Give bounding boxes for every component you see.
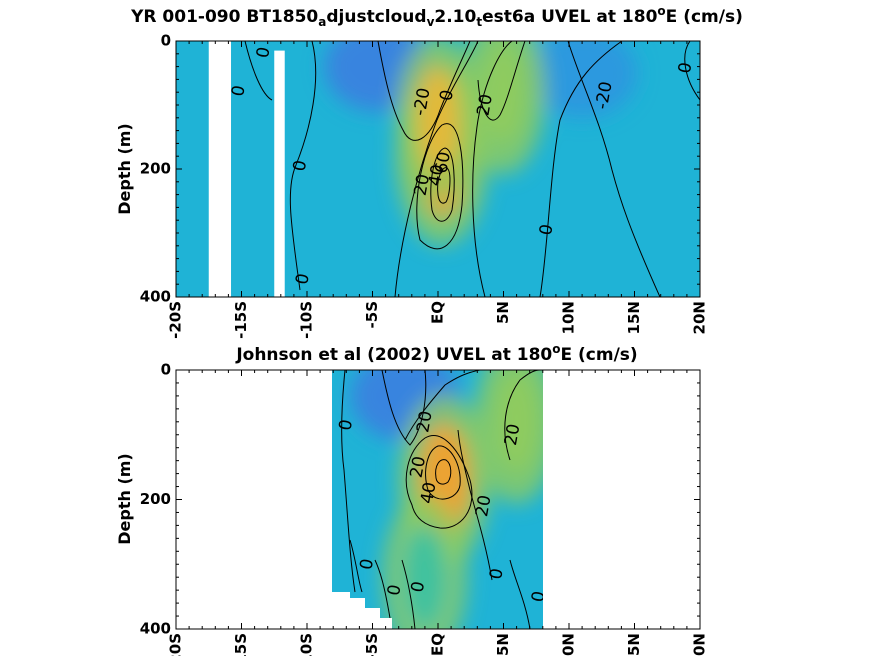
top-contour-label: 0 [290,159,312,173]
top-gap-1 [274,50,285,297]
bottom-ylabel: Depth (m) [115,453,134,545]
top-contour-label: 40 [425,163,448,188]
top-field [324,41,638,246]
top-y-tick-label: 0 [161,32,171,50]
top-x-tick-label: 5N [494,301,512,324]
bottom-x-tick-label: -5S [363,633,381,656]
bottom-contour-label: 0 [336,418,358,432]
top-x-tick-label: 10N [560,301,578,334]
bottom-x-tick-label: EQ [429,633,447,656]
top-panel: YR 001-090 BT1850adjustcloudv2.10test6a … [115,4,743,339]
bottom-contour-label: 0 [528,590,550,604]
top-contour-label: -20 [410,86,435,117]
top-x-tick-label: -5S [363,301,381,328]
top-contour-label: -20 [592,80,617,111]
bottom-x-tick-label: 5N [494,633,512,656]
top-y-tick-label: 200 [140,160,171,178]
bottom-contour-label: 0 [486,567,508,581]
bottom-panel: Johnson et al (2002) UVEL at 180oE (cm/s… [115,342,709,656]
bottom-contour-label: 0 [356,557,378,571]
top-contour-label: 0 [292,272,314,286]
bottom-y-tick-label: 200 [140,490,171,508]
top-x-tick-label: -20S [167,301,185,339]
bottom-field [350,370,543,629]
top-x-tick-label: 20N [691,301,709,334]
top-y-tick-label: 400 [140,288,171,306]
bottom-x-tick-label: 15N [625,633,643,656]
top-contour-label: 20 [473,93,496,118]
top-contour-label: 60 [432,150,455,175]
bottom-contour-label: 0 [384,583,406,597]
top-x-tick-label: -10S [298,301,316,339]
top-ylabel: Depth (m) [115,123,134,215]
top-contour-label: 0 [436,88,458,102]
top-x-tick-label: EQ [429,301,447,324]
bottom-contour-label: 40 [417,481,440,506]
top-core-1 [481,41,526,145]
bottom-core-1 [494,370,539,474]
top-contour-label: 20 [411,173,434,198]
bottom-contour-label: 20 [472,494,495,519]
top-x-tick-label: -15S [232,301,250,339]
bottom-x-tick-label: -10S [298,633,316,656]
top-x-tick-label: 15N [625,301,643,334]
bottom-contour-label: 20 [407,455,430,480]
top-missing-data [208,41,285,297]
bottom-x-tick-label: -15S [232,633,250,656]
bottom-x-tick-label: -20S [167,633,185,656]
bottom-y-tick-label: 0 [161,361,171,379]
top-contour-label: 0 [675,61,697,75]
top-contour-lines [244,41,700,297]
top-gap-0 [208,41,232,297]
bottom-x-tick-label: 20N [691,633,709,656]
bottom-contour-lines [341,370,541,629]
top-contour-label: 0 [536,223,558,237]
top-panel-title: YR 001-090 BT1850adjustcloudv2.10test6a … [130,4,743,29]
top-contour-label: 0 [253,45,275,59]
bottom-contour-label: 20 [501,422,524,447]
bottom-contour-label: 20 [413,409,436,434]
top-contour-label: 0 [228,84,250,98]
bottom-x-tick-label: 10N [560,633,578,656]
bottom-contour-label: 0 [408,580,430,594]
bottom-panel-title: Johnson et al (2002) UVEL at 180oE (cm/s… [235,342,637,365]
bottom-y-tick-label: 400 [140,620,171,638]
bottom-core-2 [402,525,447,629]
